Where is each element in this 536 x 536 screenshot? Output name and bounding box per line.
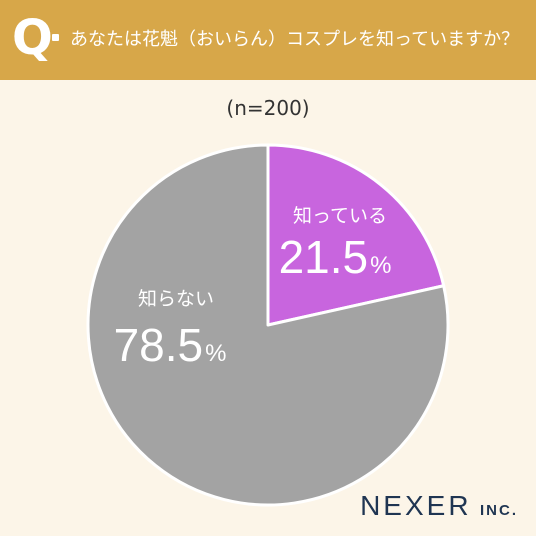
sample-size-label: (n=200)	[226, 96, 310, 120]
pie-slice-dont-know	[86, 143, 450, 507]
slice-value-label: 78.5%	[114, 319, 227, 371]
brand-name: NEXER	[360, 490, 472, 521]
brand-logo: NEXER INC.	[360, 490, 518, 522]
brand-suffix: INC.	[480, 502, 518, 519]
q-dot	[52, 34, 59, 41]
slice-name-label: 知っている	[293, 205, 387, 227]
question-text: あなたは花魁（おいらん）コスプレを知っていますか？	[70, 29, 520, 50]
slice-value-label: 21.5%	[279, 231, 392, 283]
slice-name-label: 知らない	[138, 288, 214, 310]
pie-slice-know	[266, 143, 446, 327]
q-mark: Q	[12, 10, 53, 66]
question-banner: Q あなたは花魁（おいらん）コスプレを知っていますか？	[0, 0, 536, 80]
